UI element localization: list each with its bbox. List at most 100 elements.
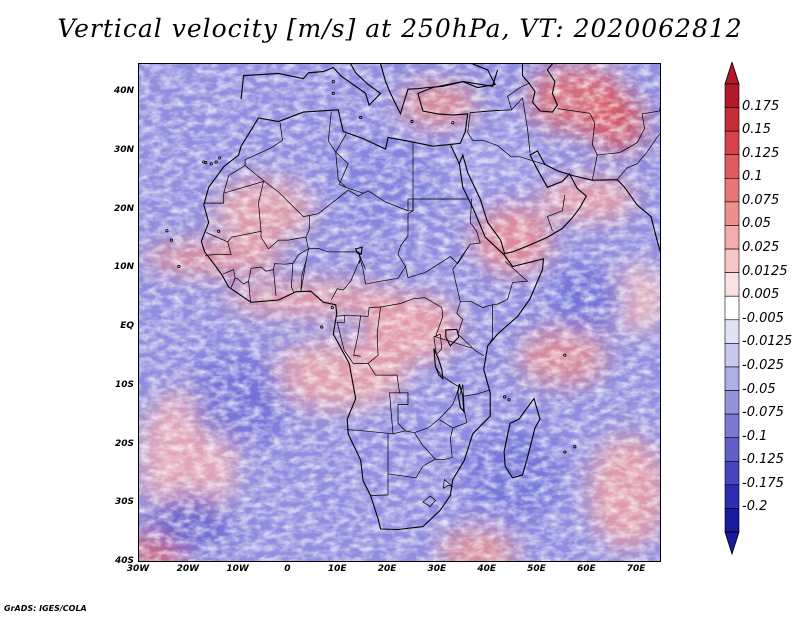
border-line [260, 215, 310, 250]
island-marker [177, 264, 181, 269]
border-line [456, 301, 484, 357]
border-line [291, 263, 295, 294]
lat-label: EQ [120, 321, 134, 332]
border-line [557, 108, 598, 181]
colorbar-min-arrow [724, 531, 740, 556]
border-line [434, 336, 472, 349]
border-line [336, 315, 350, 358]
border-line [462, 389, 491, 397]
map-title: Vertical velocity [m/s] at 250hPa, VT: 2… [57, 14, 743, 43]
country-borders [203, 82, 660, 508]
levant-coastline [417, 69, 499, 145]
island-marker [218, 156, 222, 160]
border-line [335, 151, 349, 188]
lon-label: 30E [427, 564, 447, 574]
border-line [546, 194, 566, 231]
lat-label: 10S [114, 379, 134, 390]
africa-coastline [200, 109, 545, 531]
border-line [327, 111, 347, 153]
colorbar-box [724, 272, 740, 297]
colorbar-tick-label: -0.025 [742, 357, 784, 373]
colorbar-box [724, 484, 740, 509]
colorbar-box [724, 248, 740, 273]
border-line [305, 237, 366, 270]
island-marker [503, 395, 507, 399]
colorbar-box [724, 130, 740, 156]
border-line [353, 315, 362, 357]
island-marker [169, 238, 173, 242]
colorbar-box [724, 508, 740, 533]
velocity-field [139, 64, 660, 561]
border-line [433, 333, 443, 356]
colorbar-tick-label: 0.1 [742, 169, 763, 185]
border-line [244, 165, 468, 217]
colorbar-tick-label: -0.175 [742, 475, 784, 491]
border-line [452, 244, 529, 308]
colorbar-box [724, 225, 740, 250]
border-line [205, 241, 232, 256]
map-panel [138, 63, 661, 562]
colorbar-box [724, 319, 740, 344]
border-line [616, 133, 660, 180]
border-line [370, 433, 389, 496]
field-texture-white [139, 64, 660, 561]
lon-label: 10W [226, 564, 249, 574]
lat-label: 40S [114, 556, 134, 566]
colorbar-box [724, 413, 740, 438]
lon-label: 10E [327, 564, 347, 574]
lon-label: 70E [626, 564, 646, 574]
colorbar-tick-label: 0.05 [742, 216, 771, 232]
border-line [408, 199, 414, 212]
island-marker [563, 353, 567, 357]
lat-label: 10N [113, 262, 134, 273]
island-marker [451, 121, 455, 125]
border-line [235, 277, 249, 285]
border-line [488, 304, 493, 345]
balkans-coastline [380, 64, 428, 116]
border-line [346, 429, 406, 435]
island-marker [214, 160, 218, 164]
colorbar-tick-label: 0.075 [742, 192, 780, 208]
border-line [203, 180, 264, 243]
arabia-coastline [458, 150, 660, 255]
border-line [452, 384, 468, 429]
border-line [470, 109, 512, 114]
border-line [367, 306, 381, 364]
border-line [387, 458, 436, 479]
border-line [442, 478, 454, 490]
border-line [348, 357, 460, 434]
lon-label: 0 [284, 564, 291, 574]
border-line [300, 259, 307, 292]
colorbar-box [724, 343, 740, 368]
colorbar-box [724, 295, 740, 321]
lat-label: 30N [113, 145, 134, 156]
colorbar-box [724, 107, 740, 132]
island-marker [330, 306, 334, 310]
island-marker [165, 229, 169, 233]
lon-label: 20E [377, 564, 397, 574]
colorbar-max-arrow [724, 62, 740, 85]
colorbar-tick-label: -0.2 [742, 499, 768, 515]
border-line [248, 266, 274, 303]
border-line [273, 248, 309, 296]
colorbar-box [724, 390, 740, 415]
lat-label: 20N [113, 203, 134, 214]
island-marker [204, 161, 208, 165]
madagascar-coastline [503, 397, 541, 479]
island-marker [359, 115, 363, 120]
colorbar-box [724, 437, 740, 462]
colorbar-tick-label: 0.125 [742, 145, 780, 161]
colorbar-tick-label: -0.1 [742, 428, 768, 444]
island-marker [320, 325, 324, 329]
colorbar-box [724, 460, 740, 486]
colorbar-tick-label: 0.15 [742, 122, 771, 138]
island-marker [331, 91, 335, 95]
lon-label: 60E [576, 564, 596, 574]
border-line [507, 82, 531, 110]
colorbar-tick-label: 0.005 [742, 287, 780, 303]
colorbar-box [724, 201, 740, 226]
border-line [223, 165, 246, 194]
lake-outline [457, 383, 465, 414]
colorbar-tick-label: -0.075 [742, 405, 784, 421]
lon-label: 30W [126, 564, 150, 574]
